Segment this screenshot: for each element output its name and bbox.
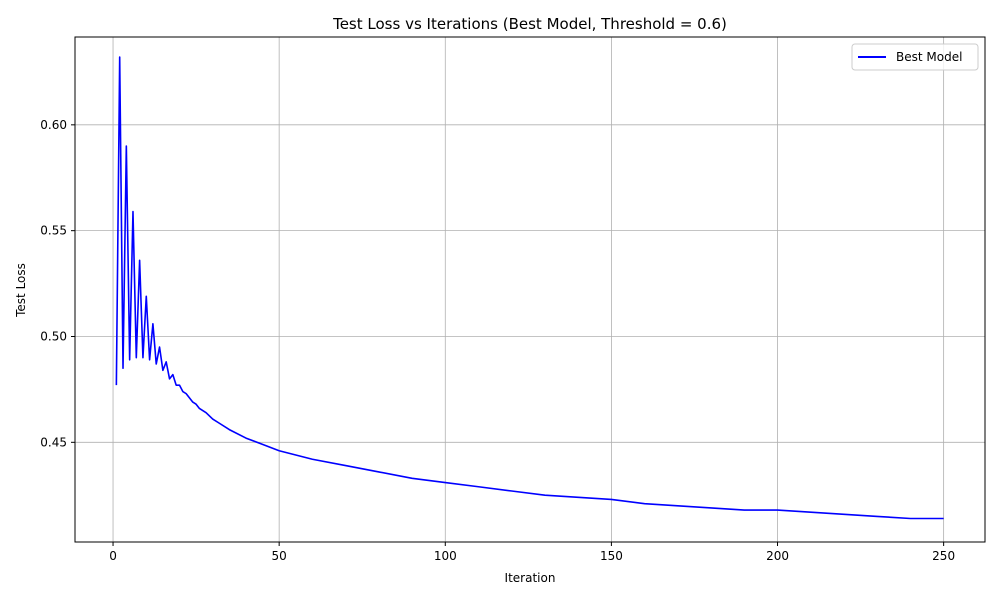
x-tick-label: 250 bbox=[932, 549, 955, 563]
y-tick-label: 0.50 bbox=[40, 329, 67, 343]
y-tick-label: 0.55 bbox=[40, 224, 67, 238]
x-tick-label: 100 bbox=[434, 549, 457, 563]
x-tick-label: 150 bbox=[600, 549, 623, 563]
y-axis-label: Test Loss bbox=[14, 263, 28, 318]
axis-ticks: 0 50 100 150 200 250 0.45 0.50 0.55 0.60 bbox=[40, 118, 955, 563]
x-axis-label: Iteration bbox=[505, 571, 556, 585]
y-tick-label: 0.60 bbox=[40, 118, 67, 132]
legend-box bbox=[851, 43, 979, 71]
legend: Best Model bbox=[851, 43, 979, 71]
x-tick-label: 0 bbox=[109, 549, 117, 563]
series-line-best-model bbox=[115, 56, 944, 520]
x-tick-label: 50 bbox=[272, 549, 287, 563]
plot-frame bbox=[74, 36, 986, 543]
chart-title: Test Loss vs Iterations (Best Model, Thr… bbox=[332, 15, 727, 33]
y-tick-label: 0.45 bbox=[40, 435, 67, 449]
grid bbox=[75, 37, 985, 542]
x-tick-label: 200 bbox=[766, 549, 789, 563]
series-layer bbox=[115, 56, 944, 520]
legend-label: Best Model bbox=[896, 50, 962, 64]
